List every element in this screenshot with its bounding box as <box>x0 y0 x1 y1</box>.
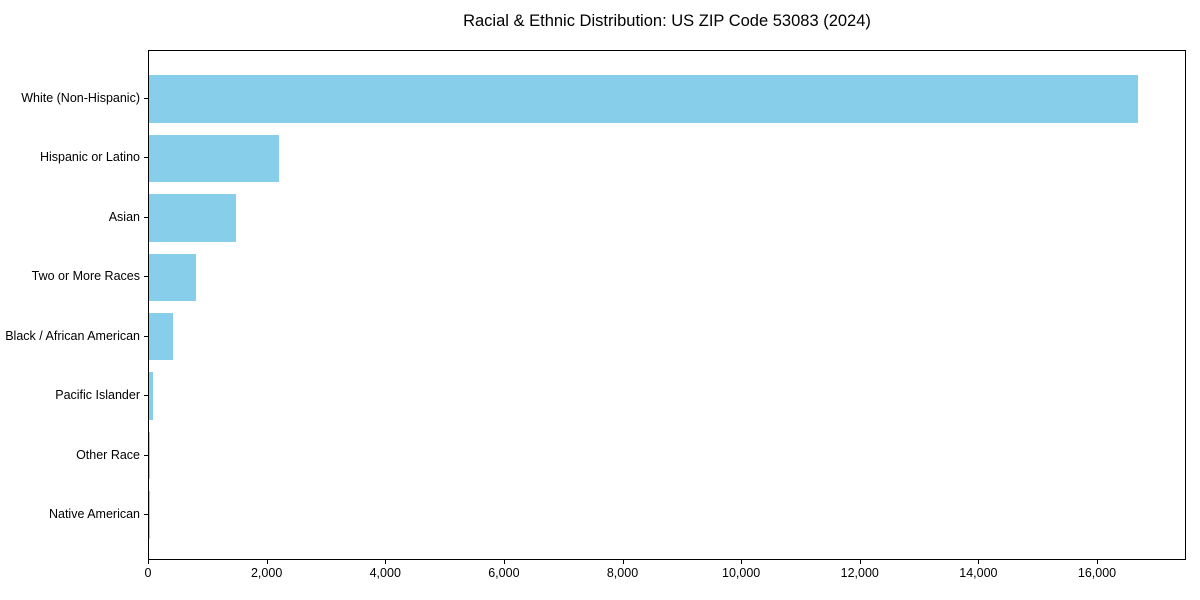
ytick-label-hispanic-or-latino: Hispanic or Latino <box>39 150 140 165</box>
xtick-mark <box>978 560 980 564</box>
xtick-label-4000: 4,000 <box>369 566 401 580</box>
xtick-mark <box>741 560 743 564</box>
xtick-label-0: 0 <box>144 566 152 580</box>
ytick-mark <box>144 157 148 159</box>
ytick-mark <box>144 454 148 456</box>
xtick-mark <box>148 560 149 564</box>
xtick-label-12000: 12,000 <box>840 566 879 580</box>
bar-two-or-more-races <box>149 253 196 302</box>
bar-pacific-islander <box>149 372 154 420</box>
xtick-mark <box>859 560 861 564</box>
xtick-label-8000: 8,000 <box>606 566 639 580</box>
bar-hispanic-or-latino <box>149 134 279 183</box>
xtick-mark <box>622 560 624 564</box>
ytick-label-white-non-hispanic: White (Non-Hispanic) <box>21 91 140 105</box>
bar-white-non-hispanic <box>149 75 1138 123</box>
xtick-label-2000: 2,000 <box>250 566 283 580</box>
ytick-label-other-race: Other Race <box>76 447 140 462</box>
ytick-mark <box>144 276 148 278</box>
chart-title: Racial & Ethnic Distribution: US ZIP Cod… <box>463 12 871 30</box>
ytick-mark <box>144 98 148 99</box>
xtick-mark <box>1097 560 1099 564</box>
xtick-label-16000: 16,000 <box>1077 566 1117 580</box>
plot-area <box>148 50 1186 560</box>
xtick-mark <box>503 560 505 564</box>
xtick-mark <box>385 560 387 564</box>
ytick-label-asian: Asian <box>108 209 140 224</box>
ytick-label-two-or-more-races: Two or More Races <box>31 269 140 284</box>
ytick-label-black-african-american: Black / African American <box>5 328 140 343</box>
xtick-label-14000: 14,000 <box>959 566 998 580</box>
bar-asian <box>149 194 236 242</box>
ytick-mark <box>144 395 148 397</box>
ytick-mark <box>144 335 148 337</box>
bar-other-race <box>149 431 150 480</box>
xtick-label-10000: 10,000 <box>722 566 761 580</box>
ytick-mark <box>144 216 148 218</box>
bar-black-african-american <box>149 312 174 361</box>
ytick-label-native-american: Native American <box>48 507 140 521</box>
ytick-mark <box>144 514 148 515</box>
xtick-label-6000: 6,000 <box>488 566 520 580</box>
xtick-mark <box>266 560 268 564</box>
ytick-label-pacific-islander: Pacific Islander <box>55 388 140 403</box>
